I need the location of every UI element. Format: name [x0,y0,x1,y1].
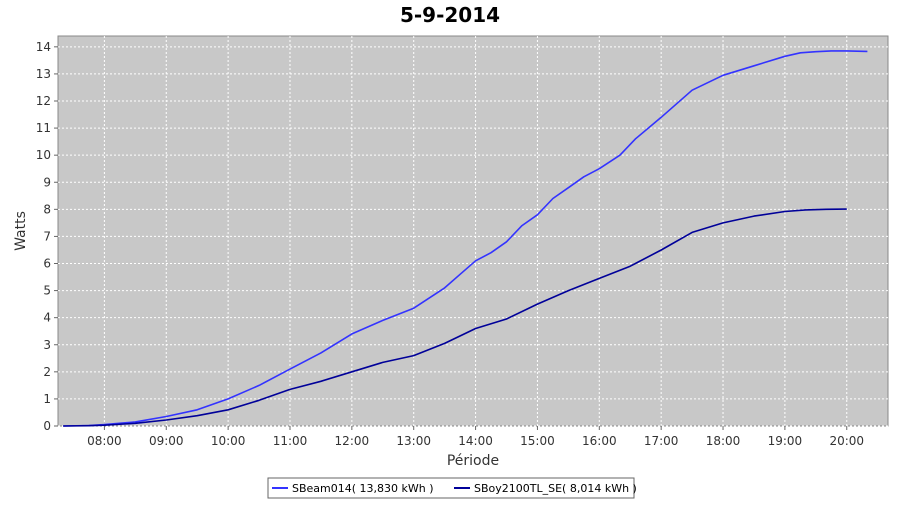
y-tick-label: 4 [43,311,51,325]
chart-title: 5-9-2014 [400,3,500,27]
legend-label-2: SBoy2100TL_SE( 8,014 kWh ) [474,482,637,495]
x-tick-label: 18:00 [706,434,741,448]
legend: SBeam014( 13,830 kWh ) SBoy2100TL_SE( 8,0… [267,477,637,499]
x-axis-label: Période [447,453,499,469]
x-tick-label: 09:00 [149,434,184,448]
y-tick-label: 2 [43,365,51,379]
grid [58,36,888,427]
y-tick-label: 8 [43,202,51,216]
y-tick-label: 9 [43,175,51,189]
x-tick-label: 08:00 [87,434,122,448]
series-line-1 [63,50,868,427]
y-tick-label: 12 [36,94,51,108]
y-tick-label: 10 [36,148,51,162]
y-tick-label: 1 [43,392,51,406]
y-tick-label: 7 [43,229,51,243]
y-tick-label: 0 [43,419,51,433]
series-lines [63,50,868,427]
y-axis-label: Watts [13,211,29,251]
legend-label-1: SBeam014( 13,830 kWh ) [292,482,434,495]
x-tick-label: 19:00 [768,434,803,448]
x-tick-label: 17:00 [644,434,679,448]
x-tick-label: 20:00 [829,434,864,448]
x-tick-label: 13:00 [396,434,431,448]
x-tick-label: 12:00 [335,434,370,448]
legend-box [267,477,635,499]
series-line-2 [63,208,847,427]
x-tick-label: 15:00 [520,434,555,448]
y-tick-label: 13 [36,67,51,81]
plot-area [57,35,889,427]
y-tick-label: 11 [36,121,51,135]
y-tick-label: 14 [36,40,51,54]
y-tick-label: 3 [43,338,51,352]
x-tick-label: 10:00 [211,434,246,448]
y-tick-label: 5 [43,284,51,298]
y-tick-label: 6 [43,257,51,271]
x-tick-label: 16:00 [582,434,617,448]
x-tick-label: 14:00 [458,434,493,448]
x-tick-label: 11:00 [273,434,308,448]
